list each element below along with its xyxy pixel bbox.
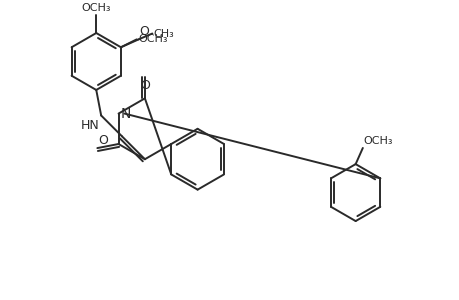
Text: OCH₃: OCH₃	[81, 3, 111, 14]
Text: OCH₃: OCH₃	[363, 136, 392, 146]
Text: OCH₃: OCH₃	[138, 34, 168, 44]
Text: N: N	[120, 106, 131, 121]
Text: HN: HN	[80, 119, 99, 132]
Text: O: O	[140, 79, 150, 92]
Text: O: O	[98, 134, 108, 147]
Text: O: O	[139, 26, 149, 38]
Text: CH₃: CH₃	[153, 28, 174, 38]
